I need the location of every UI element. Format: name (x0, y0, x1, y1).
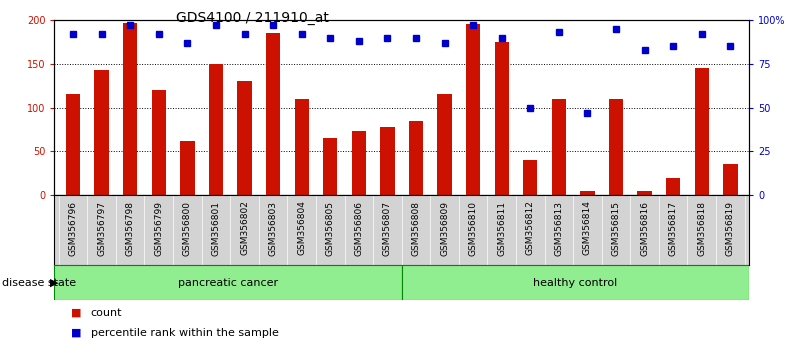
Text: GSM356798: GSM356798 (126, 201, 135, 256)
Bar (523, 160, 537, 195)
Bar (151, 90, 166, 195)
Text: GSM356808: GSM356808 (412, 201, 421, 256)
Bar (237, 81, 252, 195)
Text: healthy control: healthy control (533, 278, 618, 287)
Text: percentile rank within the sample: percentile rank within the sample (91, 328, 279, 338)
Bar (54, 265, 402, 300)
Text: GSM356810: GSM356810 (469, 201, 477, 256)
Bar (66, 95, 80, 195)
Bar (123, 23, 137, 195)
Text: GSM356803: GSM356803 (268, 201, 278, 256)
Bar (552, 99, 566, 195)
Text: ■: ■ (70, 328, 81, 338)
Bar (580, 190, 594, 195)
Text: GSM356799: GSM356799 (155, 201, 163, 256)
Bar (666, 177, 680, 195)
Bar (352, 131, 366, 195)
Bar (494, 42, 509, 195)
Text: GSM356813: GSM356813 (554, 201, 563, 256)
Text: GSM356809: GSM356809 (440, 201, 449, 256)
Bar (409, 121, 423, 195)
Text: GSM356815: GSM356815 (611, 201, 621, 256)
Text: count: count (91, 308, 122, 318)
Text: GSM356804: GSM356804 (297, 201, 306, 256)
Text: pancreatic cancer: pancreatic cancer (178, 278, 278, 287)
Text: GSM356807: GSM356807 (383, 201, 392, 256)
Bar (95, 70, 109, 195)
Bar (723, 164, 738, 195)
Bar (323, 138, 337, 195)
Text: GSM356818: GSM356818 (698, 201, 706, 256)
Text: GSM356806: GSM356806 (354, 201, 364, 256)
Bar (266, 33, 280, 195)
Text: GSM356801: GSM356801 (211, 201, 220, 256)
Text: GSM356816: GSM356816 (640, 201, 649, 256)
Bar (180, 141, 195, 195)
Text: ■: ■ (70, 308, 81, 318)
Text: GDS4100 / 211910_at: GDS4100 / 211910_at (176, 11, 329, 25)
Bar (609, 99, 623, 195)
Bar (638, 190, 652, 195)
Bar (295, 99, 309, 195)
Bar (466, 24, 481, 195)
Text: GSM356817: GSM356817 (669, 201, 678, 256)
Text: GSM356805: GSM356805 (326, 201, 335, 256)
Bar (209, 64, 223, 195)
Text: GSM356819: GSM356819 (726, 201, 735, 256)
Text: ▶: ▶ (50, 278, 58, 287)
Text: GSM356812: GSM356812 (525, 201, 535, 256)
Text: GSM356811: GSM356811 (497, 201, 506, 256)
Text: GSM356796: GSM356796 (69, 201, 78, 256)
Text: GSM356802: GSM356802 (240, 201, 249, 256)
Text: GSM356814: GSM356814 (583, 201, 592, 256)
Text: disease state: disease state (2, 278, 76, 287)
Bar (380, 127, 395, 195)
Bar (402, 265, 749, 300)
Text: GSM356797: GSM356797 (97, 201, 106, 256)
Bar (694, 68, 709, 195)
Text: GSM356800: GSM356800 (183, 201, 192, 256)
Bar (437, 95, 452, 195)
